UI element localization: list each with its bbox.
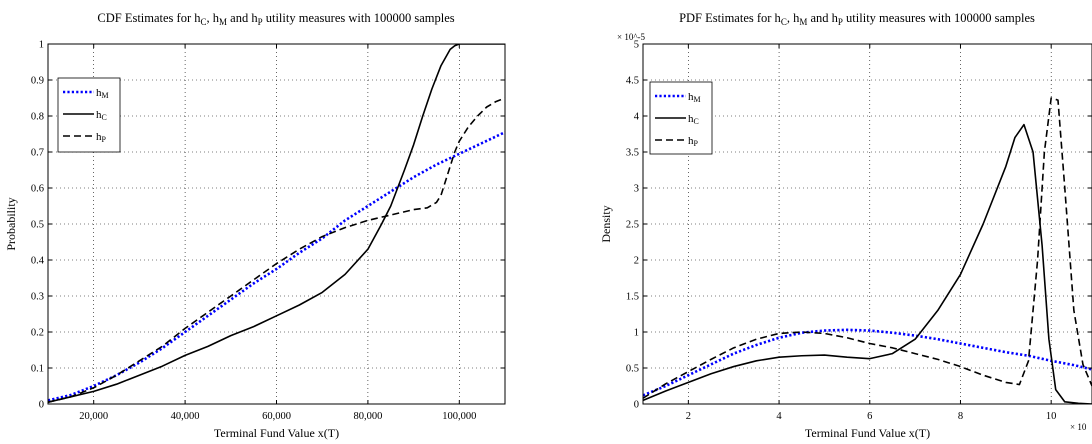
y-tick-label: 4.5 <box>626 76 639 87</box>
text-part: , h <box>787 11 800 25</box>
x-tick-label: 40,000 <box>171 411 200 422</box>
grid-lines <box>48 43 505 405</box>
series-line-h-m <box>643 328 1092 397</box>
text-part: utility measures with 100000 samples <box>263 11 455 25</box>
y-axis-label: Density <box>599 205 613 242</box>
text-part: CDF Estimates for h <box>97 11 201 25</box>
y-tick-label: 0.8 <box>31 112 44 123</box>
x-tick-label: 60,000 <box>262 411 291 422</box>
subscript-part: P <box>694 139 699 148</box>
subscript-part: C <box>102 113 107 122</box>
text-part: h <box>96 131 102 143</box>
legend-label: hM <box>688 91 701 104</box>
x-tick-label: 2 <box>686 411 691 422</box>
y-tick-label: 0.9 <box>31 76 44 87</box>
series-line-h-c <box>48 44 505 403</box>
pdf-chart: 2 4 6 8 1000.511.522.533.544.55× 10^-5× 10PD… <box>599 11 1092 440</box>
y-tick-label: 4 <box>634 112 640 123</box>
y-tick-label: 0.5 <box>31 220 44 231</box>
chart-title: PDF Estimates for hC, hM and hP utility … <box>679 11 1035 27</box>
legend-label: hP <box>96 131 107 144</box>
y-tick-label: 1.5 <box>626 292 639 303</box>
y-tick-label: 0 <box>634 400 639 411</box>
y-tick-label: 0.3 <box>31 292 44 303</box>
subscript-part: M <box>799 17 807 27</box>
y-tick-label: 5 <box>634 40 639 51</box>
x-tick-label: 10 <box>1046 411 1057 422</box>
text-part: h <box>96 109 102 121</box>
subscript-part: P <box>258 17 263 27</box>
y-tick-label: 2 <box>634 256 639 267</box>
series-group <box>48 44 505 403</box>
legend-label: hC <box>96 109 107 122</box>
subscript-part: M <box>219 17 227 27</box>
subscript-part: M <box>102 91 109 100</box>
text-part: PDF Estimates for h <box>679 11 781 25</box>
chart-title: CDF Estimates for hC, hM and hP utility … <box>97 11 454 27</box>
x-tick-label: 8 <box>958 411 963 422</box>
y-tick-label: 3 <box>634 184 639 195</box>
x-axis-label: Terminal Fund Value x(T) <box>214 426 339 440</box>
series-line-h-p <box>643 97 1092 399</box>
y-exponent-label: × 10^-5 <box>617 32 646 42</box>
series-line-h-m <box>48 131 505 402</box>
text-part: h <box>688 91 694 103</box>
y-tick-label: 2.5 <box>626 220 639 231</box>
y-tick-label: 0.1 <box>31 364 44 375</box>
subscript-part: M <box>694 95 701 104</box>
subscript-part: P <box>838 17 843 27</box>
legend-label: hC <box>688 113 699 126</box>
x-exponent-label: × 10 <box>1070 422 1087 432</box>
legend-box <box>57 77 121 153</box>
subscript-part: C <box>201 17 207 27</box>
text-part: h <box>96 87 102 99</box>
x-tick-label: 6 <box>867 411 872 422</box>
y-axis-label: Probability <box>4 197 18 250</box>
x-axis-label: Terminal Fund Value x(T) <box>805 426 930 440</box>
x-tick-label: 4 <box>776 411 782 422</box>
x-tick-label: 100,000 <box>442 411 476 422</box>
text-part: utility measures with 100000 samples <box>843 11 1035 25</box>
legend-label: hP <box>688 135 699 148</box>
text-part: and h <box>807 11 838 25</box>
y-tick-label: 0.6 <box>31 184 44 195</box>
y-tick-label: 0.4 <box>31 256 45 267</box>
subscript-part: C <box>694 117 699 126</box>
y-tick-label: 1 <box>39 40 44 51</box>
cdf-chart: 20,000 40,000 60,000 80,000 100,000 0 0.1 0.2 0.… <box>4 11 506 440</box>
legend-label: hM <box>96 87 109 100</box>
y-tick-label: 0.7 <box>31 148 44 159</box>
text-part: h <box>688 113 694 125</box>
y-tick-label: 0 <box>39 400 44 411</box>
series-group <box>643 97 1092 404</box>
subscript-part: C <box>781 17 787 27</box>
y-tick-label: 3.5 <box>626 148 639 159</box>
text-part: h <box>688 135 694 147</box>
series-line-h-c <box>643 123 1092 404</box>
x-tick-label: 80,000 <box>353 411 382 422</box>
subscript-part: P <box>102 135 107 144</box>
x-tick-label: 20,000 <box>79 411 108 422</box>
text-part: and h <box>227 11 258 25</box>
y-tick-label: 1 <box>634 328 639 339</box>
text-part: , h <box>207 11 220 25</box>
y-tick-label: 0.2 <box>31 328 44 339</box>
y-tick-label: 0.5 <box>626 364 639 375</box>
